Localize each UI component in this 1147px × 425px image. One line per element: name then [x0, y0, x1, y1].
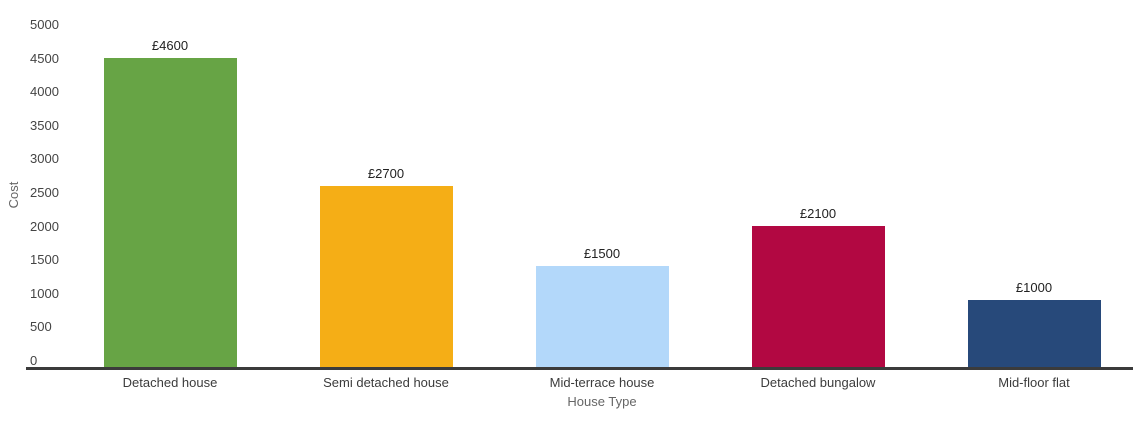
y-tick-label: 500 [30, 319, 52, 335]
y-tick-label: 3500 [30, 117, 59, 133]
y-tick-label: 1000 [30, 285, 59, 301]
x-axis-line [26, 367, 1133, 370]
y-tick-label: 4000 [30, 84, 59, 100]
x-tick-label: Semi detached house [323, 375, 449, 390]
bar-value-label: £2700 [367, 165, 405, 181]
bar-detached-house [103, 58, 237, 367]
y-tick-label: 0 [30, 353, 38, 368]
y-tick-label: 1500 [30, 252, 59, 268]
y-tick-label: 2500 [30, 185, 59, 201]
bar-value-label: £1000 [1015, 279, 1053, 295]
bar-semi-detached-house [319, 185, 453, 367]
x-tick-label: Mid-floor flat [998, 375, 1070, 390]
y-tick-label: 3000 [30, 151, 59, 167]
y-tick-label: 2000 [30, 218, 59, 234]
bar-value-label: £2100 [799, 205, 837, 221]
bar-mid-floor-flat [967, 299, 1101, 367]
bar-mid-terrace-house [535, 266, 669, 367]
bar-detached-bungalow [751, 225, 885, 367]
bar-value-label: £4600 [151, 38, 189, 53]
x-tick-label: Detached bungalow [760, 375, 876, 390]
y-tick-label: 4500 [30, 50, 59, 66]
y-axis-title: Cost [6, 181, 21, 209]
x-tick-label: Mid-terrace house [549, 375, 655, 390]
y-tick-label: 5000 [30, 17, 59, 33]
x-axis-title: House Type [567, 394, 637, 409]
bar-value-label: £1500 [583, 246, 621, 262]
x-tick-label: Detached house [122, 375, 218, 390]
